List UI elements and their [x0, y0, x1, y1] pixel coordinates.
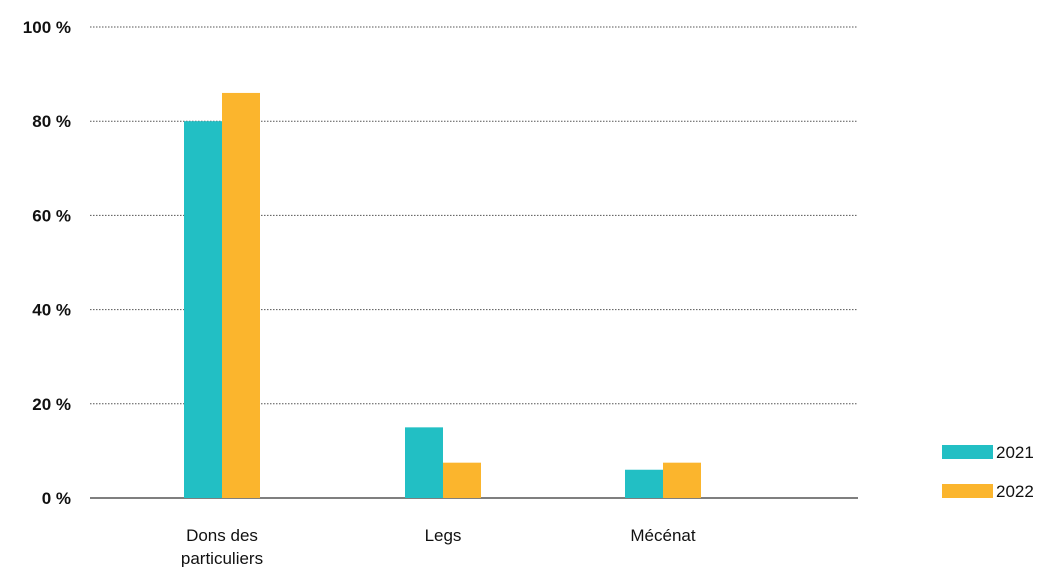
legend-swatch-2021 — [942, 445, 993, 459]
x-tick-label: Legs — [425, 526, 462, 545]
legend-label: 2021 — [996, 443, 1034, 462]
y-tick-label: 40 % — [32, 301, 71, 320]
bar-2021 — [184, 121, 222, 498]
x-tick-label: Dons des — [186, 526, 258, 545]
bar-2021 — [625, 469, 663, 498]
y-axis: 0 % 20 % 40 % 60 % 80 % 100 % — [23, 18, 71, 508]
bar-2022 — [222, 92, 260, 498]
bars — [184, 92, 701, 498]
bar-2021 — [405, 427, 443, 498]
legend-swatch-2022 — [942, 484, 993, 498]
legend-label: 2022 — [996, 482, 1034, 501]
y-tick-label: 0 % — [42, 489, 71, 508]
y-tick-label: 100 % — [23, 18, 71, 37]
legend: 2021 2022 — [942, 443, 1034, 501]
bar-2022 — [663, 462, 701, 498]
x-axis: Dons des particuliers Legs Mécénat — [181, 526, 696, 567]
y-tick-label: 60 % — [32, 206, 71, 225]
bar-2022 — [443, 462, 481, 498]
x-tick-label: Mécénat — [630, 526, 695, 545]
y-tick-label: 20 % — [32, 395, 71, 414]
y-tick-label: 80 % — [32, 112, 71, 131]
x-tick-label: particuliers — [181, 549, 263, 567]
